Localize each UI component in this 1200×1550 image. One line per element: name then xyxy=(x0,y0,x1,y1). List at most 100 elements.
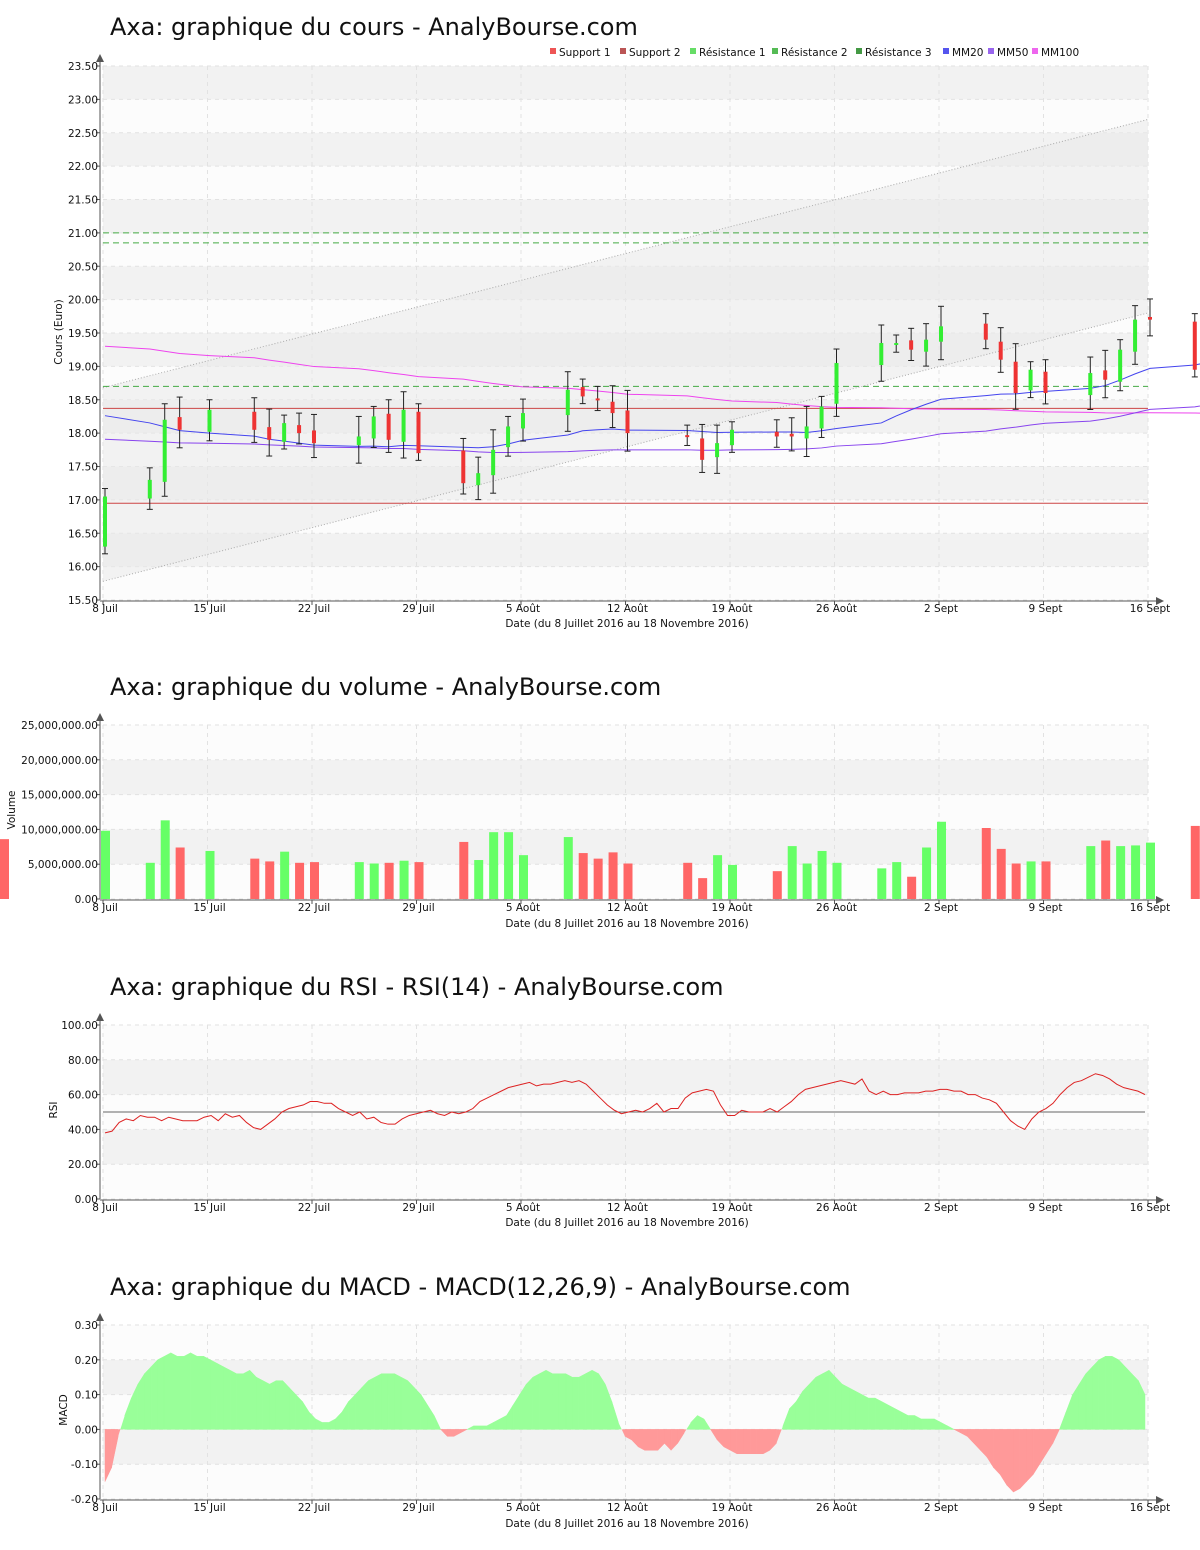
price-xtick-label: 9 Sept xyxy=(1029,603,1063,615)
volume-bar xyxy=(145,862,155,899)
candle xyxy=(714,424,721,474)
candle-body xyxy=(894,343,899,346)
candle-body xyxy=(1088,373,1093,396)
macd-area-segment xyxy=(881,1401,889,1430)
candle xyxy=(893,334,900,353)
candle xyxy=(564,371,571,432)
macd-area-segment xyxy=(861,1394,869,1430)
macd-xtick-label: 12 Août xyxy=(607,1502,648,1514)
candle xyxy=(400,391,407,459)
volume-xtick-label: 9 Sept xyxy=(1029,902,1063,914)
price-trend-channel xyxy=(103,119,1148,582)
macd-area-segment xyxy=(354,1387,362,1430)
macd-area-segment xyxy=(262,1380,270,1430)
macd-xtick-label: 8 Juil xyxy=(92,1502,118,1514)
price-xtick-label: 19 Août xyxy=(712,603,753,615)
candle xyxy=(520,398,526,442)
macd-area-segment xyxy=(684,1429,687,1433)
rsi-xtick-label: 16 Sept xyxy=(1130,1202,1171,1214)
candle xyxy=(908,327,915,362)
volume-bar xyxy=(1041,861,1051,899)
candle-body xyxy=(804,426,809,439)
macd-area-segment xyxy=(150,1359,158,1430)
volume-bar xyxy=(996,848,1006,899)
price-ytick-label: 18.00 xyxy=(68,428,98,440)
macd-area-segment xyxy=(947,1425,955,1430)
macd-area-segment xyxy=(558,1373,567,1430)
candle-body xyxy=(1118,349,1123,382)
volume-xtick-label: 16 Sept xyxy=(1130,902,1171,914)
price-xtick-label: 26 Août xyxy=(816,603,857,615)
candle xyxy=(579,378,586,405)
macd-area-segment xyxy=(578,1373,586,1430)
rsi-xtick-label: 9 Sept xyxy=(1029,1202,1063,1214)
rsi-chart-ylabel: RSI xyxy=(48,1101,60,1118)
macd-area-segment xyxy=(686,1422,691,1430)
candle xyxy=(355,415,362,464)
volume-bar xyxy=(817,850,827,899)
rsi-chart-plot: 0.00 20.00 40.00 60.00 80.00 100.00 8 Juil 15 J… xyxy=(61,1013,1171,1214)
macd-area-segment xyxy=(841,1383,850,1430)
candle-body xyxy=(416,411,421,454)
volume-bar xyxy=(802,863,812,899)
volume-bar xyxy=(310,862,319,899)
candle xyxy=(997,327,1004,373)
volume-xtick-label: 22 Juil xyxy=(298,902,330,914)
volume-bar xyxy=(1026,861,1036,899)
volume-ytick-label: 15,000,000.00 xyxy=(21,790,98,802)
macd-area-segment xyxy=(756,1429,764,1455)
candle-body xyxy=(282,423,287,442)
candle xyxy=(833,348,840,417)
legend-swatch xyxy=(550,48,556,54)
macd-area-segment xyxy=(269,1380,277,1430)
candle-body xyxy=(1133,319,1138,352)
candle xyxy=(176,396,183,449)
volume-ytick-label: 25,000,000.00 xyxy=(21,720,98,732)
macd-area-segment xyxy=(1098,1355,1106,1430)
rsi-xtick-label: 29 Juil xyxy=(402,1202,434,1214)
price-ytick-label: 15.50 xyxy=(68,595,98,607)
candle xyxy=(490,429,497,494)
candle-body xyxy=(819,406,824,429)
macd-area-segment xyxy=(256,1376,264,1430)
volume-xtick-label: 2 Sept xyxy=(924,902,958,914)
rsi-xtick-label: 19 Août xyxy=(712,1202,753,1214)
macd-area-segment xyxy=(1118,1359,1126,1430)
macd-area-segment xyxy=(163,1352,172,1430)
candle xyxy=(1147,298,1153,337)
candle xyxy=(415,403,422,461)
volume-bar xyxy=(1101,840,1111,899)
candle-body xyxy=(386,413,391,440)
candle-body xyxy=(924,339,929,352)
legend-swatch xyxy=(1032,48,1038,54)
macd-chart-xlabel: Date (du 8 Juillet 2016 au 18 Novembre 2… xyxy=(505,1518,748,1530)
macd-area-segment xyxy=(637,1429,645,1451)
macd-area-segment xyxy=(170,1352,178,1430)
legend-swatch xyxy=(856,48,862,54)
volume-bar xyxy=(101,830,110,899)
candle xyxy=(1117,339,1124,392)
candle xyxy=(938,305,944,361)
candle-body xyxy=(461,450,466,484)
volume-ytick-label: 0.00 xyxy=(75,894,98,906)
macd-area-segment xyxy=(289,1387,297,1430)
macd-area-segment xyxy=(993,1429,1001,1476)
price-ytick-label: 17.00 xyxy=(68,495,98,507)
volume-bar xyxy=(459,841,469,899)
candle xyxy=(146,467,153,510)
macd-xtick-label: 19 Août xyxy=(712,1502,753,1514)
volume-bar xyxy=(772,871,782,899)
rsi-xtick-label: 15 Juil xyxy=(193,1202,225,1214)
candle-body xyxy=(1043,371,1048,394)
candle xyxy=(684,424,691,446)
legend-label: Résistance 3 xyxy=(865,47,932,59)
mm20-line xyxy=(104,363,1200,449)
candle-body xyxy=(774,431,779,437)
volume-bar xyxy=(0,839,9,899)
volume-bar xyxy=(1116,846,1126,899)
candle-body xyxy=(685,435,690,438)
macd-area-segment xyxy=(249,1369,257,1430)
price-ytick-label: 20.50 xyxy=(68,261,98,273)
macd-area-segment xyxy=(572,1376,580,1430)
macd-area-segment xyxy=(828,1369,836,1430)
